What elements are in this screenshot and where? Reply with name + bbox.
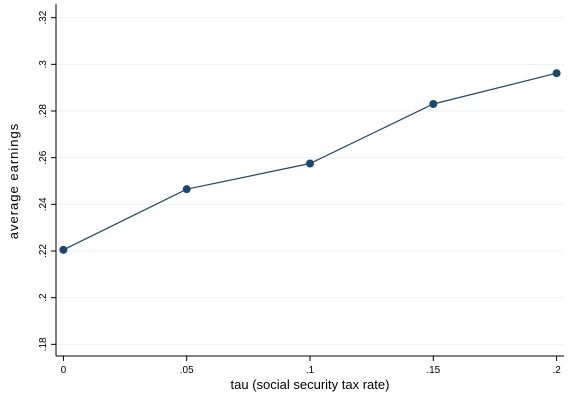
y-tick-label-5: .28 (38, 104, 49, 118)
ticks: .18 .2 .22 .24 .26 .28 .3 .32 0 .05 .1 .15 .2 (38, 10, 561, 376)
y-tick-label-1: .2 (38, 293, 49, 302)
x-tick-label-2: .1 (306, 365, 315, 376)
data-point-0-4 (552, 69, 561, 78)
y-tick-label-6: .3 (38, 60, 49, 69)
data-point-0-1 (182, 185, 191, 194)
y-tick-label-2: .22 (38, 244, 49, 258)
data-point-0-3 (429, 100, 438, 108)
y-tick-label-0: .18 (38, 337, 49, 351)
data-series (59, 69, 561, 254)
x-tick-label-3: .15 (426, 365, 440, 376)
data-point-0-2 (306, 159, 314, 168)
y-tick-label-3: .24 (38, 197, 49, 211)
y-tick-label-7: .32 (38, 10, 49, 24)
y-axis-title: average earnings (6, 123, 21, 239)
x-tick-label-1: .05 (180, 365, 194, 376)
y-tick-label-4: .26 (38, 150, 49, 164)
x-tick-label-0: 0 (61, 365, 67, 376)
data-point-0-0 (59, 245, 68, 254)
x-tick-label-4: .2 (552, 365, 561, 376)
x-axis-title: tau (social security tax rate) (231, 377, 390, 392)
grid-lines (56, 17, 564, 345)
axes (55, 4, 564, 357)
